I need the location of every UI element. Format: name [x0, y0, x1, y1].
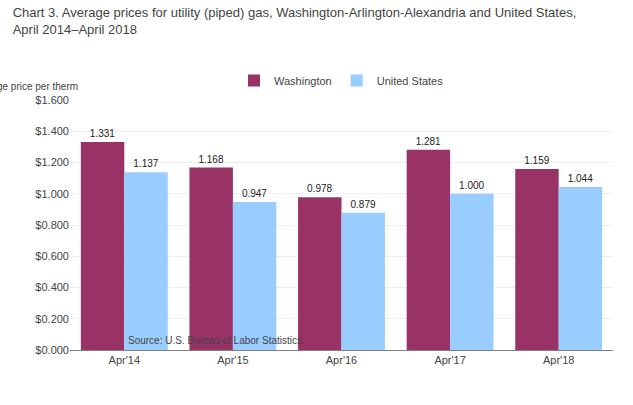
svg-text:Apr'18: Apr'18: [543, 354, 574, 366]
svg-text:$0.400: $0.400: [35, 281, 69, 293]
svg-text:0.879: 0.879: [350, 199, 375, 210]
svg-text:$0.600: $0.600: [35, 250, 69, 262]
svg-text:Apr'14: Apr'14: [109, 354, 140, 366]
svg-text:0.978: 0.978: [307, 183, 332, 194]
svg-text:United States: United States: [377, 75, 444, 87]
svg-text:$1.200: $1.200: [35, 156, 69, 168]
svg-text:Apr'16: Apr'16: [326, 354, 357, 366]
svg-text:$1.000: $1.000: [35, 188, 69, 200]
svg-text:Washington: Washington: [274, 75, 332, 87]
svg-text:$0.800: $0.800: [35, 219, 69, 231]
svg-text:1.159: 1.159: [524, 155, 549, 166]
svg-text:Source: U.S. Bureau of Labor S: Source: U.S. Bureau of Labor Statistics.: [128, 335, 305, 346]
svg-text:$1.400: $1.400: [35, 125, 69, 137]
svg-text:0.947: 0.947: [242, 188, 267, 199]
svg-text:Chart 3. Average prices for ut: Chart 3. Average prices for utility (pip…: [13, 5, 577, 37]
svg-text:$0.200: $0.200: [35, 313, 69, 325]
svg-text:1.168: 1.168: [198, 154, 223, 165]
svg-text:1.137: 1.137: [133, 158, 158, 169]
svg-text:$1.600: $1.600: [35, 94, 69, 106]
svg-text:Apr'15: Apr'15: [217, 354, 248, 366]
svg-text:1.281: 1.281: [416, 136, 441, 147]
svg-text:Apr'17: Apr'17: [434, 354, 465, 366]
svg-text:Average price per therm: Average price per therm: [0, 81, 78, 92]
svg-text:1.044: 1.044: [568, 173, 593, 184]
svg-text:$0.000: $0.000: [35, 344, 69, 356]
svg-text:1.000: 1.000: [459, 180, 484, 191]
svg-text:1.331: 1.331: [90, 128, 115, 139]
